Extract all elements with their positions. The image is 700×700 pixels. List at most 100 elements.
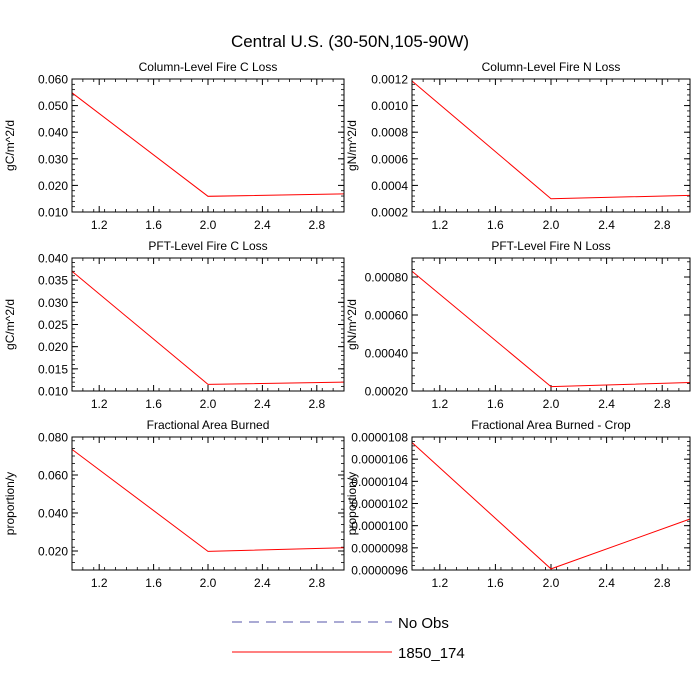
legend-label-2: 1850_174 [398,645,465,662]
x-tick-label: 1.6 [487,218,504,232]
x-tick-label: 2.4 [254,397,271,411]
figure-title: Central U.S. (30-50N,105-90W) [231,32,469,51]
x-tick-label: 2.8 [308,218,325,232]
y-tick-label: 0.0006 [371,152,408,166]
legend-label-1: No Obs [398,615,449,632]
y-tick-label: 0.0000096 [351,564,408,578]
y-tick-label: 0.0000108 [351,431,408,445]
x-tick-label: 2.0 [543,218,560,232]
x-tick-label: 2.8 [308,576,325,590]
y-tick-label: 0.0000098 [351,541,408,555]
y-axis-label: gN/m^2/d [345,299,359,350]
x-tick-label: 2.8 [308,397,325,411]
y-tick-label: 0.050 [38,99,68,113]
x-tick-label: 1.2 [431,397,448,411]
x-tick-label: 2.8 [654,218,671,232]
x-tick-label: 1.6 [145,218,162,232]
y-tick-label: 0.080 [38,431,68,445]
y-tick-label: 0.0008 [371,126,408,140]
x-tick-label: 1.2 [91,397,108,411]
plot-frame [71,257,345,392]
y-tick-label: 0.030 [38,152,68,166]
x-tick-label: 2.4 [254,576,271,590]
y-tick-label: 0.020 [38,179,68,193]
panel-1: Column-Level Fire C Loss gC/m^2/d 1.2 1.6 2.… [3,60,345,232]
x-tick-label: 2.0 [543,576,560,590]
y-tick-label: 0.0010 [371,99,408,113]
x-tick-label: 1.6 [487,397,504,411]
y-axis-label: gC/m^2/d [3,299,17,350]
panel-title: PFT-Level Fire N Loss [491,239,610,253]
y-tick-label: 0.010 [38,206,68,220]
panel-title: Fractional Area Burned [147,418,270,432]
series-line [71,448,345,552]
x-tick-label: 2.4 [598,576,615,590]
y-tick-label: 0.0012 [371,73,408,87]
series-line [411,270,691,388]
y-tick-label: 0.00060 [365,309,409,323]
x-tick-label: 2.4 [598,218,615,232]
plot-frame [411,436,691,571]
y-axis-label: gC/m^2/d [3,120,17,171]
plot-frame [71,436,345,571]
x-tick-label: 2.0 [200,218,217,232]
panel-5: Fractional Area Burned proportion/y 1.2 1.6… [3,418,345,590]
x-tick-label: 1.2 [91,218,108,232]
y-tick-label: 0.020 [38,545,68,559]
x-tick-label: 1.2 [431,576,448,590]
y-tick-label: 0.040 [38,252,68,266]
x-tick-label: 2.8 [654,397,671,411]
panel-2: Column-Level Fire N Loss gN/m^2/d 1.2 1.6 2.… [345,60,691,232]
y-tick-label: 0.040 [38,126,68,140]
x-tick-label: 1.2 [91,576,108,590]
y-axis-label: proportion/y [345,472,359,535]
panel-6: Fractional Area Burned - Crop proportion/… [345,418,691,590]
x-tick-label: 2.4 [598,397,615,411]
y-tick-label: 0.035 [38,274,68,288]
y-axis-label: gN/m^2/d [345,120,359,171]
y-axis-label: proportion/y [3,472,17,535]
y-tick-label: 0.030 [38,296,68,310]
plot-frame [71,78,345,213]
x-tick-label: 1.6 [487,576,504,590]
panel-title: PFT-Level Fire C Loss [148,239,267,253]
x-tick-label: 1.6 [145,397,162,411]
series-line [411,80,691,200]
y-tick-label: 0.0000102 [351,497,408,511]
y-tick-label: 0.00080 [365,271,409,285]
panel-title: Column-Level Fire N Loss [482,60,621,74]
panel-title: Column-Level Fire C Loss [139,60,278,74]
x-tick-label: 2.4 [254,218,271,232]
plot-frame [411,78,691,213]
y-tick-label: 0.0004 [371,179,408,193]
panel-4: PFT-Level Fire N Loss gN/m^2/d 1.2 1.6 2.0 2.… [345,239,691,411]
x-tick-label: 1.6 [145,576,162,590]
panel-title: Fractional Area Burned - Crop [471,418,631,432]
x-tick-label: 2.8 [654,576,671,590]
y-tick-label: 0.025 [38,318,68,332]
y-tick-label: 0.010 [38,385,68,399]
x-tick-label: 2.0 [200,397,217,411]
legend: No Obs 1850_174 [232,615,465,662]
y-tick-label: 0.040 [38,507,68,521]
series-line [71,92,345,197]
series-line [71,270,345,385]
y-tick-label: 0.00020 [365,385,409,399]
x-tick-label: 1.2 [431,218,448,232]
series-line [411,442,691,570]
panel-3: PFT-Level Fire C Loss gC/m^2/d 1.2 1.6 2.0 2.… [3,239,345,411]
y-tick-label: 0.020 [38,340,68,354]
y-tick-label: 0.015 [38,362,68,376]
y-tick-label: 0.060 [38,73,68,87]
y-tick-label: 0.060 [38,469,68,483]
panels-grid: Column-Level Fire C Loss gC/m^2/d 1.2 1.6 2.… [3,60,691,590]
plot-frame [411,257,691,392]
x-tick-label: 2.0 [543,397,560,411]
y-tick-label: 0.00040 [365,347,409,361]
y-tick-label: 0.0000104 [351,475,408,489]
y-tick-label: 0.0002 [371,206,408,220]
x-tick-label: 2.0 [200,576,217,590]
y-tick-label: 0.0000106 [351,453,408,467]
y-tick-label: 0.0000100 [351,519,408,533]
